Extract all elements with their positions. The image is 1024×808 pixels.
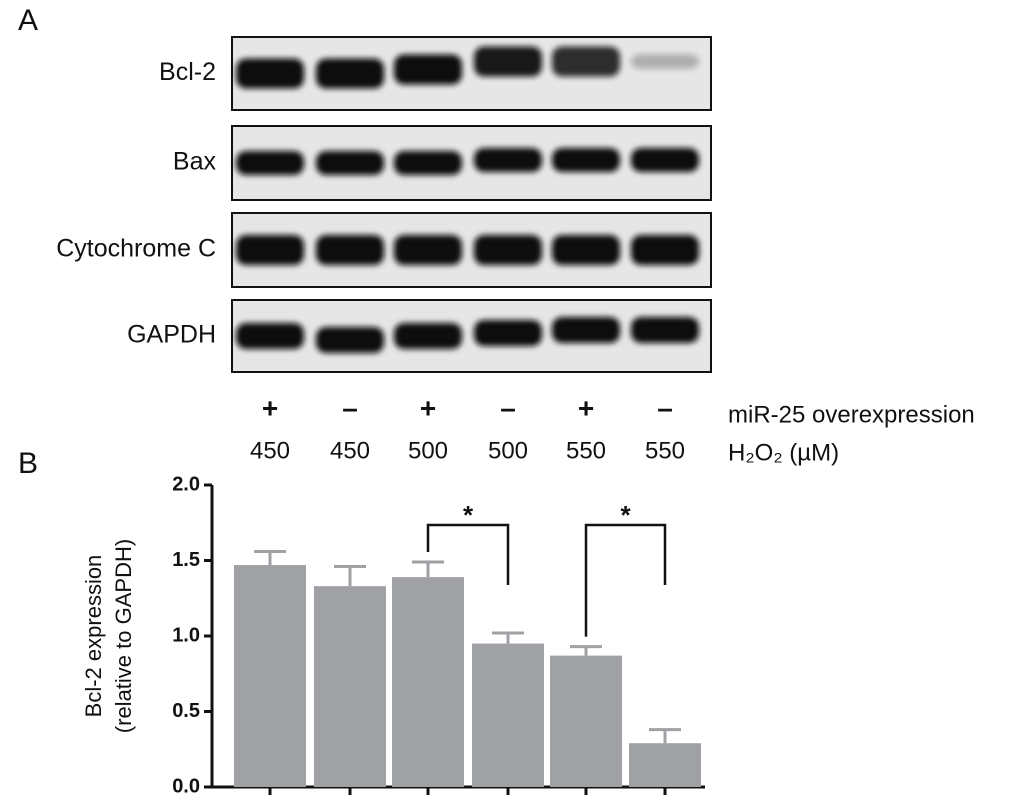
lane-dose: 450 xyxy=(250,437,290,464)
lane-treatment: + xyxy=(420,392,436,423)
bar xyxy=(314,586,386,787)
lane-treatment: – xyxy=(657,392,673,423)
y-tick-label: 1.0 xyxy=(172,624,200,646)
blot-band xyxy=(631,54,699,69)
panel-label: A xyxy=(18,4,38,37)
lane-dose: 550 xyxy=(645,437,685,464)
blot-band xyxy=(474,46,542,77)
lane-treatment: + xyxy=(262,392,278,423)
blot-frame xyxy=(231,36,712,111)
y-tick-label: 1.5 xyxy=(172,549,200,571)
y-tick-label: 0.5 xyxy=(172,700,200,722)
blot-band xyxy=(552,235,620,265)
blot-frame xyxy=(231,299,712,373)
blot-band xyxy=(236,235,304,265)
bar xyxy=(550,655,622,787)
significance-bracket xyxy=(426,523,510,585)
blot-band xyxy=(394,54,462,85)
blot-band xyxy=(552,148,620,172)
lane-treatment: – xyxy=(500,392,516,423)
blot-band xyxy=(474,235,542,265)
bar xyxy=(392,577,464,787)
significance-bracket xyxy=(584,523,667,637)
blot-band xyxy=(552,317,620,343)
blot-band xyxy=(631,148,699,172)
blot-band xyxy=(236,58,304,89)
lane-dose: 500 xyxy=(488,437,528,464)
blot-band xyxy=(394,235,462,265)
blot-band xyxy=(316,151,384,175)
lane-treatment: + xyxy=(578,392,594,423)
blot-band xyxy=(631,235,699,265)
blot-band xyxy=(474,148,542,172)
blot-row-label: Cytochrome C xyxy=(56,235,216,263)
bar xyxy=(629,743,701,787)
lane-treatment: – xyxy=(342,392,358,423)
blot-band xyxy=(316,58,384,89)
significance-label: * xyxy=(620,500,631,530)
y-axis-label: (relative to GAPDH) xyxy=(111,539,136,733)
blot-row-label: Bcl-2 xyxy=(159,58,216,86)
y-tick-label: 2.0 xyxy=(172,473,200,495)
blot-band xyxy=(394,323,462,349)
blot-band xyxy=(236,151,304,175)
blot-band xyxy=(394,151,462,175)
blot-band xyxy=(474,320,542,346)
lane-dose: 500 xyxy=(408,437,448,464)
blot-band xyxy=(316,327,384,353)
y-tick-label: 0.0 xyxy=(172,775,200,797)
y-axis-label: Bcl-2 expression xyxy=(81,555,106,718)
blot-row-label: Bax xyxy=(173,148,217,176)
lane-dose: 550 xyxy=(566,437,606,464)
treatment-label: miR-25 overexpression xyxy=(728,401,975,428)
bar xyxy=(472,643,544,787)
bar xyxy=(234,565,306,787)
blot-band xyxy=(552,46,620,77)
significance-label: * xyxy=(463,500,474,530)
blot-band xyxy=(236,323,304,349)
blot-row-label: GAPDH xyxy=(127,321,216,349)
dose-label: H₂O₂ (µM) xyxy=(728,439,839,466)
blot-band xyxy=(316,235,384,265)
lane-dose: 450 xyxy=(330,437,370,464)
panel-label: B xyxy=(18,447,38,480)
blot-band xyxy=(631,317,699,343)
